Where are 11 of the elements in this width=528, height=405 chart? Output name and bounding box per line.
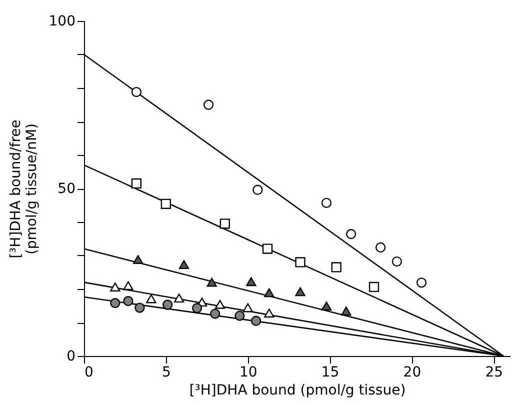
y-axis-title: [³H]DHA bound/free (pmol/g tissue/nM) (8, 120, 40, 258)
x-axis-title: [³H]DHA bound (pmol/g tissue) (189, 382, 406, 398)
y-tick-label: 0 (66, 348, 76, 364)
x-tick-label: 20 (403, 364, 422, 380)
x-tick-label: 25 (485, 364, 504, 380)
y-tick-label: 50 (58, 181, 76, 197)
x-tick-label: 10 (239, 364, 258, 380)
y-tick-label: 100 (48, 14, 76, 30)
x-tick-label: 5 (162, 364, 171, 380)
x-tick-label: 15 (321, 364, 340, 380)
x-tick-label: 0 (84, 364, 94, 380)
